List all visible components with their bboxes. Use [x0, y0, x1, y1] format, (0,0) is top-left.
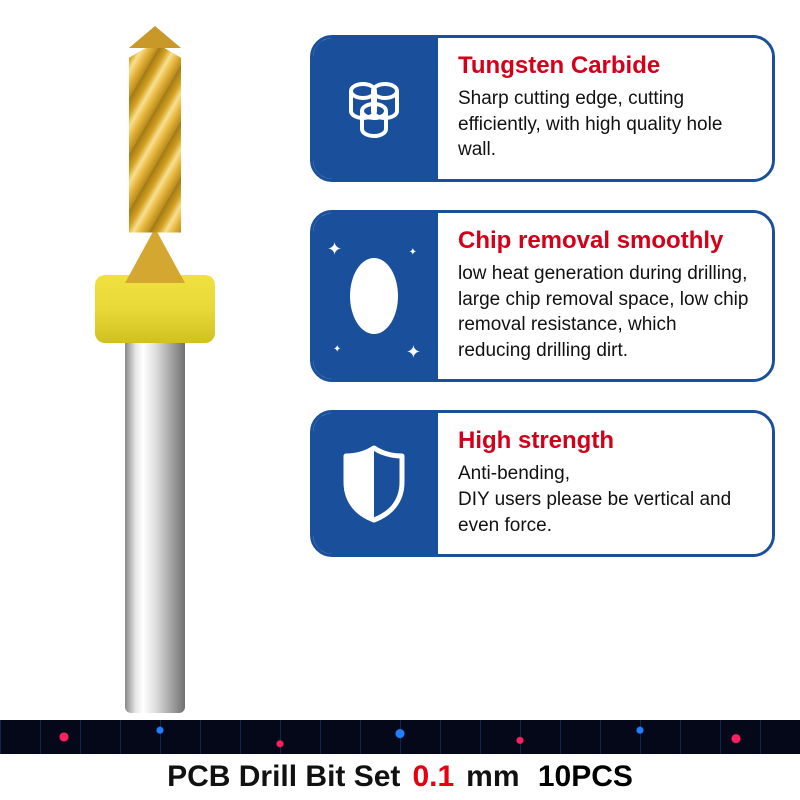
feature-desc: Anti-bending, DIY users please be vertic…: [458, 461, 754, 538]
sparkle-icon: ✦: [333, 344, 341, 355]
circuit-decoration: [0, 720, 800, 754]
feature-title: Chip removal smoothly: [458, 227, 754, 255]
feature-card: High strength Anti-bending, DIY users pl…: [310, 410, 775, 557]
drill-collar: [95, 275, 215, 343]
feature-card: ✦ ✦ ✦ ✦ Chip removal smoothly low heat g…: [310, 210, 775, 383]
feature-desc: low heat generation during drilling, lar…: [458, 261, 754, 364]
product-unit: mm: [466, 760, 519, 794]
product-qty: 10PCS: [530, 760, 633, 794]
drill-tip: [129, 26, 181, 48]
features-list: Tungsten Carbide Sharp cutting edge, cut…: [310, 25, 775, 720]
tubes-icon: [313, 38, 438, 179]
shield-icon: [313, 413, 438, 554]
footer: PCB Drill Bit Set 0.1 mm 10PCS: [0, 720, 800, 800]
product-image: [0, 25, 310, 720]
sparkle-icon: ✦: [406, 342, 421, 363]
feature-desc: Sharp cutting edge, cutting efficiently,…: [458, 86, 754, 163]
sparkle-icon: ✦: [327, 239, 342, 260]
drill-taper: [125, 228, 185, 283]
feature-card: Tungsten Carbide Sharp cutting edge, cut…: [310, 35, 775, 182]
product-title-bar: PCB Drill Bit Set 0.1 mm 10PCS: [0, 754, 800, 800]
feature-title: High strength: [458, 427, 754, 455]
drill-shank: [125, 333, 185, 713]
drill-flute: [129, 43, 181, 233]
ellipse-icon: ✦ ✦ ✦ ✦: [313, 213, 438, 380]
sparkle-icon: ✦: [409, 247, 417, 258]
product-size: 0.1: [412, 760, 454, 794]
product-name: PCB Drill Bit Set: [167, 760, 400, 794]
feature-title: Tungsten Carbide: [458, 52, 754, 80]
